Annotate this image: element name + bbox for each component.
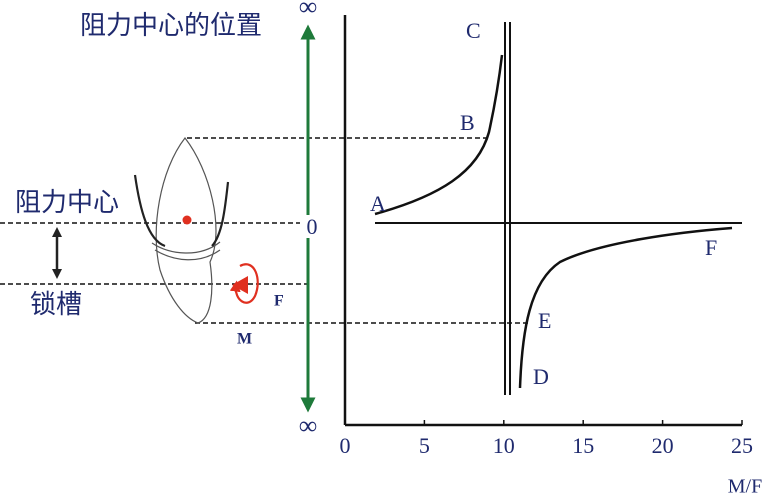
infinity-bottom: ∞ [299, 411, 318, 440]
point-label: F [705, 235, 717, 260]
point-label: E [538, 308, 551, 333]
x-tick-label: 25 [731, 433, 753, 458]
curve-abc [374, 54, 504, 216]
x-tick-label: 15 [572, 433, 594, 458]
tooth [151, 137, 221, 324]
plot: A B C D E F M/F 0 5 10 15 20 25 [340, 15, 762, 498]
center-dot [182, 215, 192, 225]
force-label: F [274, 293, 284, 310]
x-tick-label: 10 [493, 433, 515, 458]
x-tick-label: 20 [652, 433, 674, 458]
point-label: A [370, 191, 386, 216]
moment-label: M [237, 331, 252, 348]
point-label: B [460, 110, 475, 135]
curve-def [518, 226, 733, 389]
zero-label: 0 [307, 214, 318, 239]
infinity-top: ∞ [299, 0, 318, 21]
rotation-arrow [229, 263, 259, 304]
point-label: D [533, 364, 549, 389]
x-tick-label: 0 [340, 433, 351, 458]
title: 阻力中心的位置 [80, 11, 262, 40]
center-label: 阻力中心 [15, 188, 119, 217]
force-arrow [232, 276, 248, 294]
bracket [133, 174, 230, 248]
point-label: C [466, 18, 481, 43]
slot-label: 锁槽 [30, 290, 82, 319]
x-tick-label: 5 [419, 433, 430, 458]
x-axis-label: M/F [728, 476, 762, 498]
